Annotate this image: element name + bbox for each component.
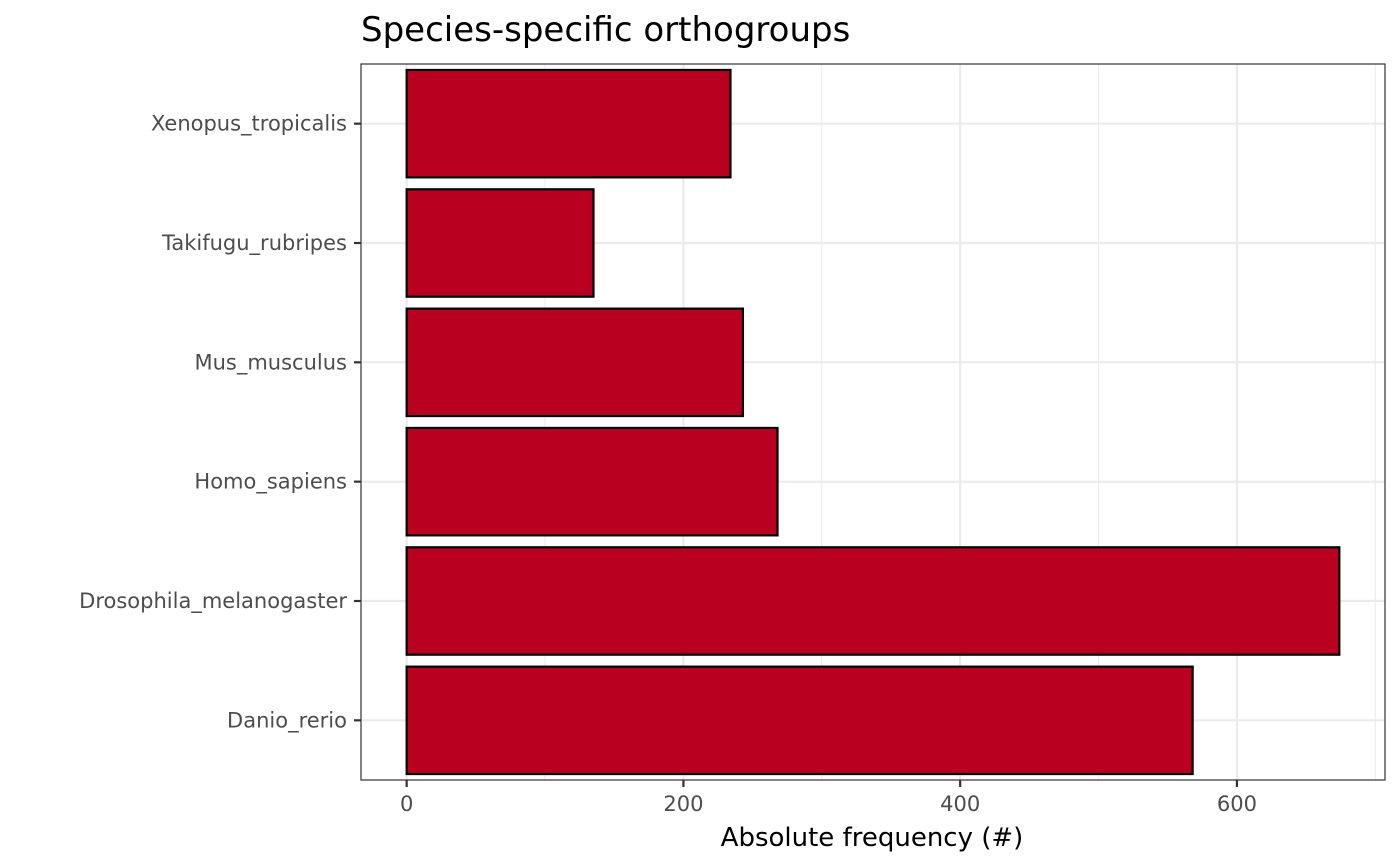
x-axis-title: Absolute frequency (#): [721, 823, 1024, 853]
bar-xenopus-tropicalis: [405, 68, 732, 179]
x-tick-label: 600: [1217, 792, 1257, 816]
x-tick-label: 0: [400, 792, 413, 816]
x-tick-label: 400: [940, 792, 980, 816]
y-tick-label: Homo_sapiens: [194, 470, 347, 495]
y-tick-label: Drosophila_melanogaster: [79, 589, 347, 614]
plot-panel-border: [360, 63, 1386, 781]
y-axis: Xenopus_tropicalis Takifugu_rubripes Mus_m…: [79, 112, 361, 733]
x-tick-label: 200: [663, 792, 703, 816]
y-tick-label: Mus_musculus: [194, 350, 347, 375]
x-axis: 0 200 400 600: [400, 780, 1257, 816]
bars: [405, 68, 1341, 776]
y-tick-label: Xenopus_tropicalis: [151, 112, 347, 137]
bar-danio-rerio: [405, 665, 1194, 776]
bar-mus-musculus: [405, 307, 745, 418]
bar-homo-sapiens: [405, 426, 779, 537]
y-tick-label: Takifugu_rubripes: [161, 231, 347, 256]
chart-title: Species-specific orthogroups: [361, 10, 850, 50]
bar-drosophila-melanogaster: [405, 546, 1341, 656]
y-tick-label: Danio_rerio: [227, 708, 347, 733]
bar-takifugu-rubripes: [405, 188, 595, 298]
